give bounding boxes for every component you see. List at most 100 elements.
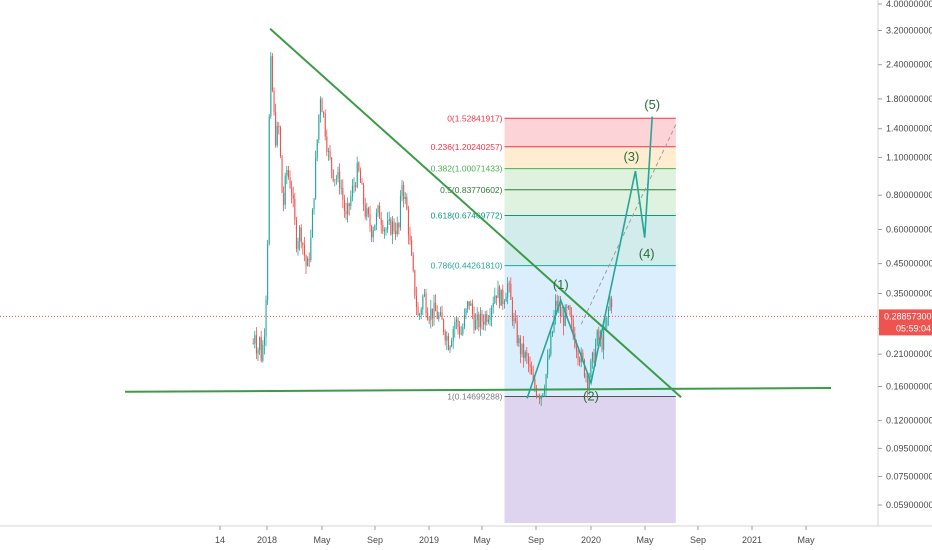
candle-body bbox=[307, 258, 309, 267]
candle-body bbox=[356, 162, 358, 187]
candle-body bbox=[311, 209, 313, 238]
fib-zone-extension bbox=[504, 396, 676, 523]
current-price-label: 0.28857300 bbox=[884, 311, 932, 321]
candle-body bbox=[462, 327, 464, 334]
candle-body bbox=[339, 171, 341, 189]
candle-body bbox=[286, 170, 288, 176]
candle-body bbox=[542, 393, 544, 396]
candle-body bbox=[572, 320, 574, 334]
candle-body bbox=[337, 171, 339, 179]
candle-body bbox=[324, 113, 326, 137]
candle-body bbox=[396, 223, 398, 235]
candle-body bbox=[428, 319, 430, 321]
trendline-descending bbox=[269, 27, 682, 399]
candle-body bbox=[343, 199, 345, 211]
candle-body bbox=[553, 316, 555, 332]
candle-body bbox=[335, 178, 337, 180]
candle-body bbox=[427, 313, 429, 320]
candle-body bbox=[452, 329, 454, 341]
candle-body bbox=[276, 126, 278, 146]
candle-body bbox=[579, 359, 581, 363]
candle-body bbox=[460, 333, 462, 335]
candle-body bbox=[319, 99, 321, 115]
candle-body bbox=[385, 229, 387, 230]
candle-body bbox=[548, 354, 550, 359]
candle-body bbox=[577, 351, 579, 360]
candle-body bbox=[446, 336, 448, 341]
fib-zone-0.786 bbox=[504, 265, 676, 397]
candle-body bbox=[273, 90, 275, 113]
candle-body bbox=[303, 244, 305, 256]
candle-body bbox=[399, 195, 401, 228]
candle-body bbox=[483, 321, 485, 325]
candle-body bbox=[521, 343, 523, 355]
candle-body bbox=[478, 314, 480, 328]
candle-body bbox=[444, 331, 446, 341]
candle-body bbox=[342, 188, 344, 200]
candle-body bbox=[476, 314, 478, 321]
wave-label: (2) bbox=[583, 389, 599, 404]
candle-body bbox=[543, 390, 545, 394]
candle-body bbox=[567, 306, 569, 308]
candle-body bbox=[465, 308, 467, 315]
candle-body bbox=[443, 319, 445, 332]
candle-body bbox=[596, 330, 598, 345]
candle-body bbox=[436, 311, 438, 319]
trendline-support bbox=[124, 387, 832, 393]
candle-body bbox=[492, 303, 494, 308]
candle-body bbox=[527, 355, 529, 365]
candle-body bbox=[591, 352, 593, 361]
candle-body bbox=[300, 227, 302, 243]
candle-body bbox=[340, 188, 342, 189]
candle-body bbox=[369, 214, 371, 227]
candle-body bbox=[423, 293, 425, 297]
candle-body bbox=[587, 375, 589, 389]
candle-body bbox=[289, 177, 291, 188]
candle-body bbox=[473, 313, 475, 330]
candle-body bbox=[294, 198, 296, 220]
candle-body bbox=[404, 197, 406, 200]
candle-body bbox=[532, 374, 534, 380]
candle-body bbox=[603, 327, 605, 350]
projection-dashed-line bbox=[580, 124, 677, 325]
y-tick-label: 0.21000000 bbox=[886, 349, 932, 359]
candle-body bbox=[571, 314, 573, 321]
candle-body bbox=[283, 192, 285, 205]
y-tick-label: 0.80000000 bbox=[886, 190, 932, 200]
candle-body bbox=[449, 346, 451, 350]
fib-label-0: 0(1.52841917) bbox=[447, 113, 502, 123]
candle-body bbox=[422, 296, 424, 310]
candle-body bbox=[609, 298, 611, 310]
candle-body bbox=[447, 336, 449, 350]
candle-body bbox=[515, 318, 517, 322]
time-axis[interactable]: 14 2018 May Sep 2019 May Sep 2020 May Sep 2021 May bbox=[215, 526, 815, 545]
candle-body bbox=[531, 367, 533, 375]
candle-body bbox=[295, 219, 297, 249]
y-tick-label: 3.20000000 bbox=[886, 26, 932, 36]
candle-body bbox=[467, 301, 469, 309]
candle-body bbox=[398, 223, 400, 228]
candle-body bbox=[497, 286, 499, 298]
candle-body bbox=[470, 303, 472, 306]
candle-body bbox=[310, 237, 312, 261]
candle-body bbox=[271, 56, 273, 91]
candle-body bbox=[551, 331, 553, 336]
candle-body bbox=[519, 338, 521, 355]
x-tick-label: 2020 bbox=[581, 535, 601, 545]
candle-body bbox=[425, 293, 427, 314]
x-tick-label: May bbox=[473, 535, 491, 545]
candle-body bbox=[345, 211, 347, 215]
wave-label: (3) bbox=[623, 149, 639, 164]
candle-body bbox=[383, 229, 385, 232]
candle-body bbox=[435, 302, 437, 312]
candle-body bbox=[279, 127, 281, 156]
candle-body bbox=[550, 335, 552, 355]
price-axis[interactable]: 4.00000000 3.20000000 2.40000000 1.80000000… bbox=[878, 0, 932, 510]
x-tick-label: 14 bbox=[215, 535, 225, 545]
candle-body bbox=[393, 221, 395, 231]
candle-body bbox=[489, 317, 491, 320]
fib-label-0.618: 0.618(0.67469772) bbox=[431, 211, 503, 221]
y-tick-label: 0.35000000 bbox=[886, 289, 932, 299]
